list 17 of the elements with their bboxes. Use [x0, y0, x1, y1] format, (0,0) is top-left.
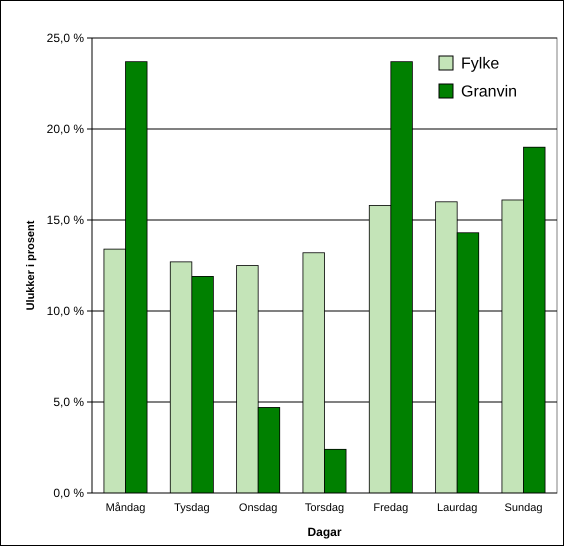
y-tick-label: 15,0 % [46, 213, 84, 228]
x-tick-label: Onsdag [238, 502, 278, 514]
x-tick-label: Torsdag [304, 502, 344, 514]
y-tick-label: 25,0 % [46, 31, 84, 46]
y-tick-label: 10,0 % [46, 304, 84, 318]
x-tick-label: Tysdag [174, 502, 210, 514]
x-axis-title: Dagar [307, 525, 342, 539]
x-tick-label: Fredag [373, 502, 408, 514]
x-tick-label: Laurdag [436, 502, 478, 514]
y-tick-label: 5,0 % [53, 395, 84, 410]
y-tick-label: 0,0 % [53, 486, 84, 500]
y-axis-title: Ulukker i prosent [25, 220, 37, 310]
legend-label: Fylke [461, 56, 500, 73]
legend-label: Granvin [461, 84, 518, 101]
x-tick-label: Måndag [106, 502, 146, 514]
y-tick-label: 20,0 % [46, 122, 84, 136]
x-tick-label: Sundag [504, 502, 542, 514]
